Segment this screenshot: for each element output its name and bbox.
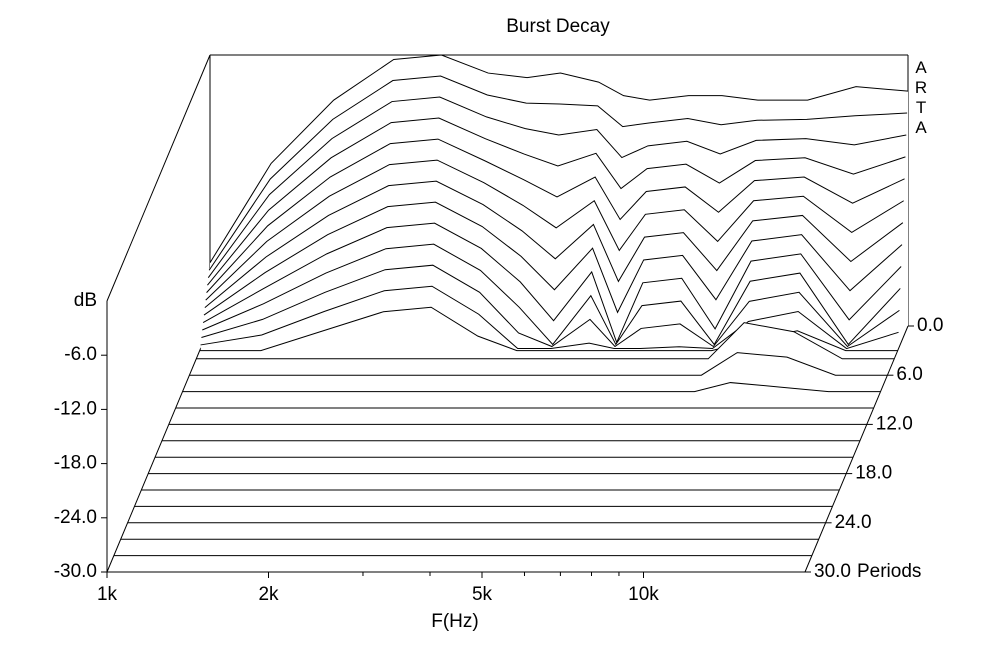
- slice-line: [207, 96, 907, 279]
- chart-title: Burst Decay: [506, 16, 610, 37]
- slice-line: [205, 159, 904, 301]
- y-tick-label: -24.0: [54, 507, 97, 528]
- slice-fill: [189, 352, 888, 376]
- slice-line: [196, 322, 895, 360]
- y-axis-label: dB: [74, 290, 97, 311]
- slice-line: [204, 180, 904, 308]
- slice-line: [202, 222, 902, 344]
- left-wall-edge: [106, 325, 211, 573]
- slice-line: [209, 54, 909, 264]
- slice-line: [207, 117, 906, 286]
- z-axis: [804, 325, 909, 573]
- watermark: ARTA: [912, 58, 931, 138]
- z-tick-label: 6.0: [896, 364, 922, 385]
- y-tick-label: -6.0: [64, 344, 97, 365]
- y-tick-label: -12.0: [54, 398, 97, 419]
- slice-line: [203, 201, 903, 316]
- slice-fill: [199, 307, 898, 351]
- slice-fill: [182, 382, 881, 392]
- x-tick-label: 5k: [472, 584, 493, 605]
- x-axis-label: F(Hz): [431, 611, 478, 632]
- z-tick-label: 24.0: [835, 512, 872, 533]
- slice-line: [208, 75, 908, 271]
- z-tick-label: 30.0: [814, 561, 851, 582]
- x-tick-label: 1k: [97, 584, 118, 605]
- z-tick-label: 0.0: [917, 315, 943, 336]
- slice-fill: [196, 322, 895, 359]
- slice-line: [202, 243, 901, 346]
- slice-line: [189, 352, 888, 376]
- slice-line: [206, 138, 905, 293]
- slice-line: [200, 285, 899, 350]
- left-wall-edge: [106, 54, 211, 302]
- z-axis-label: Periods: [857, 561, 921, 582]
- z-tick-label: 12.0: [876, 413, 913, 434]
- y-tick-label: -18.0: [54, 453, 97, 474]
- x-tick-label: 2k: [258, 584, 279, 605]
- z-tick-label: 18.0: [855, 463, 892, 484]
- x-tick-label: 10k: [628, 584, 659, 605]
- slice-line: [182, 382, 881, 393]
- slice-line: [201, 264, 900, 348]
- y-tick-label: -30.0: [54, 561, 97, 582]
